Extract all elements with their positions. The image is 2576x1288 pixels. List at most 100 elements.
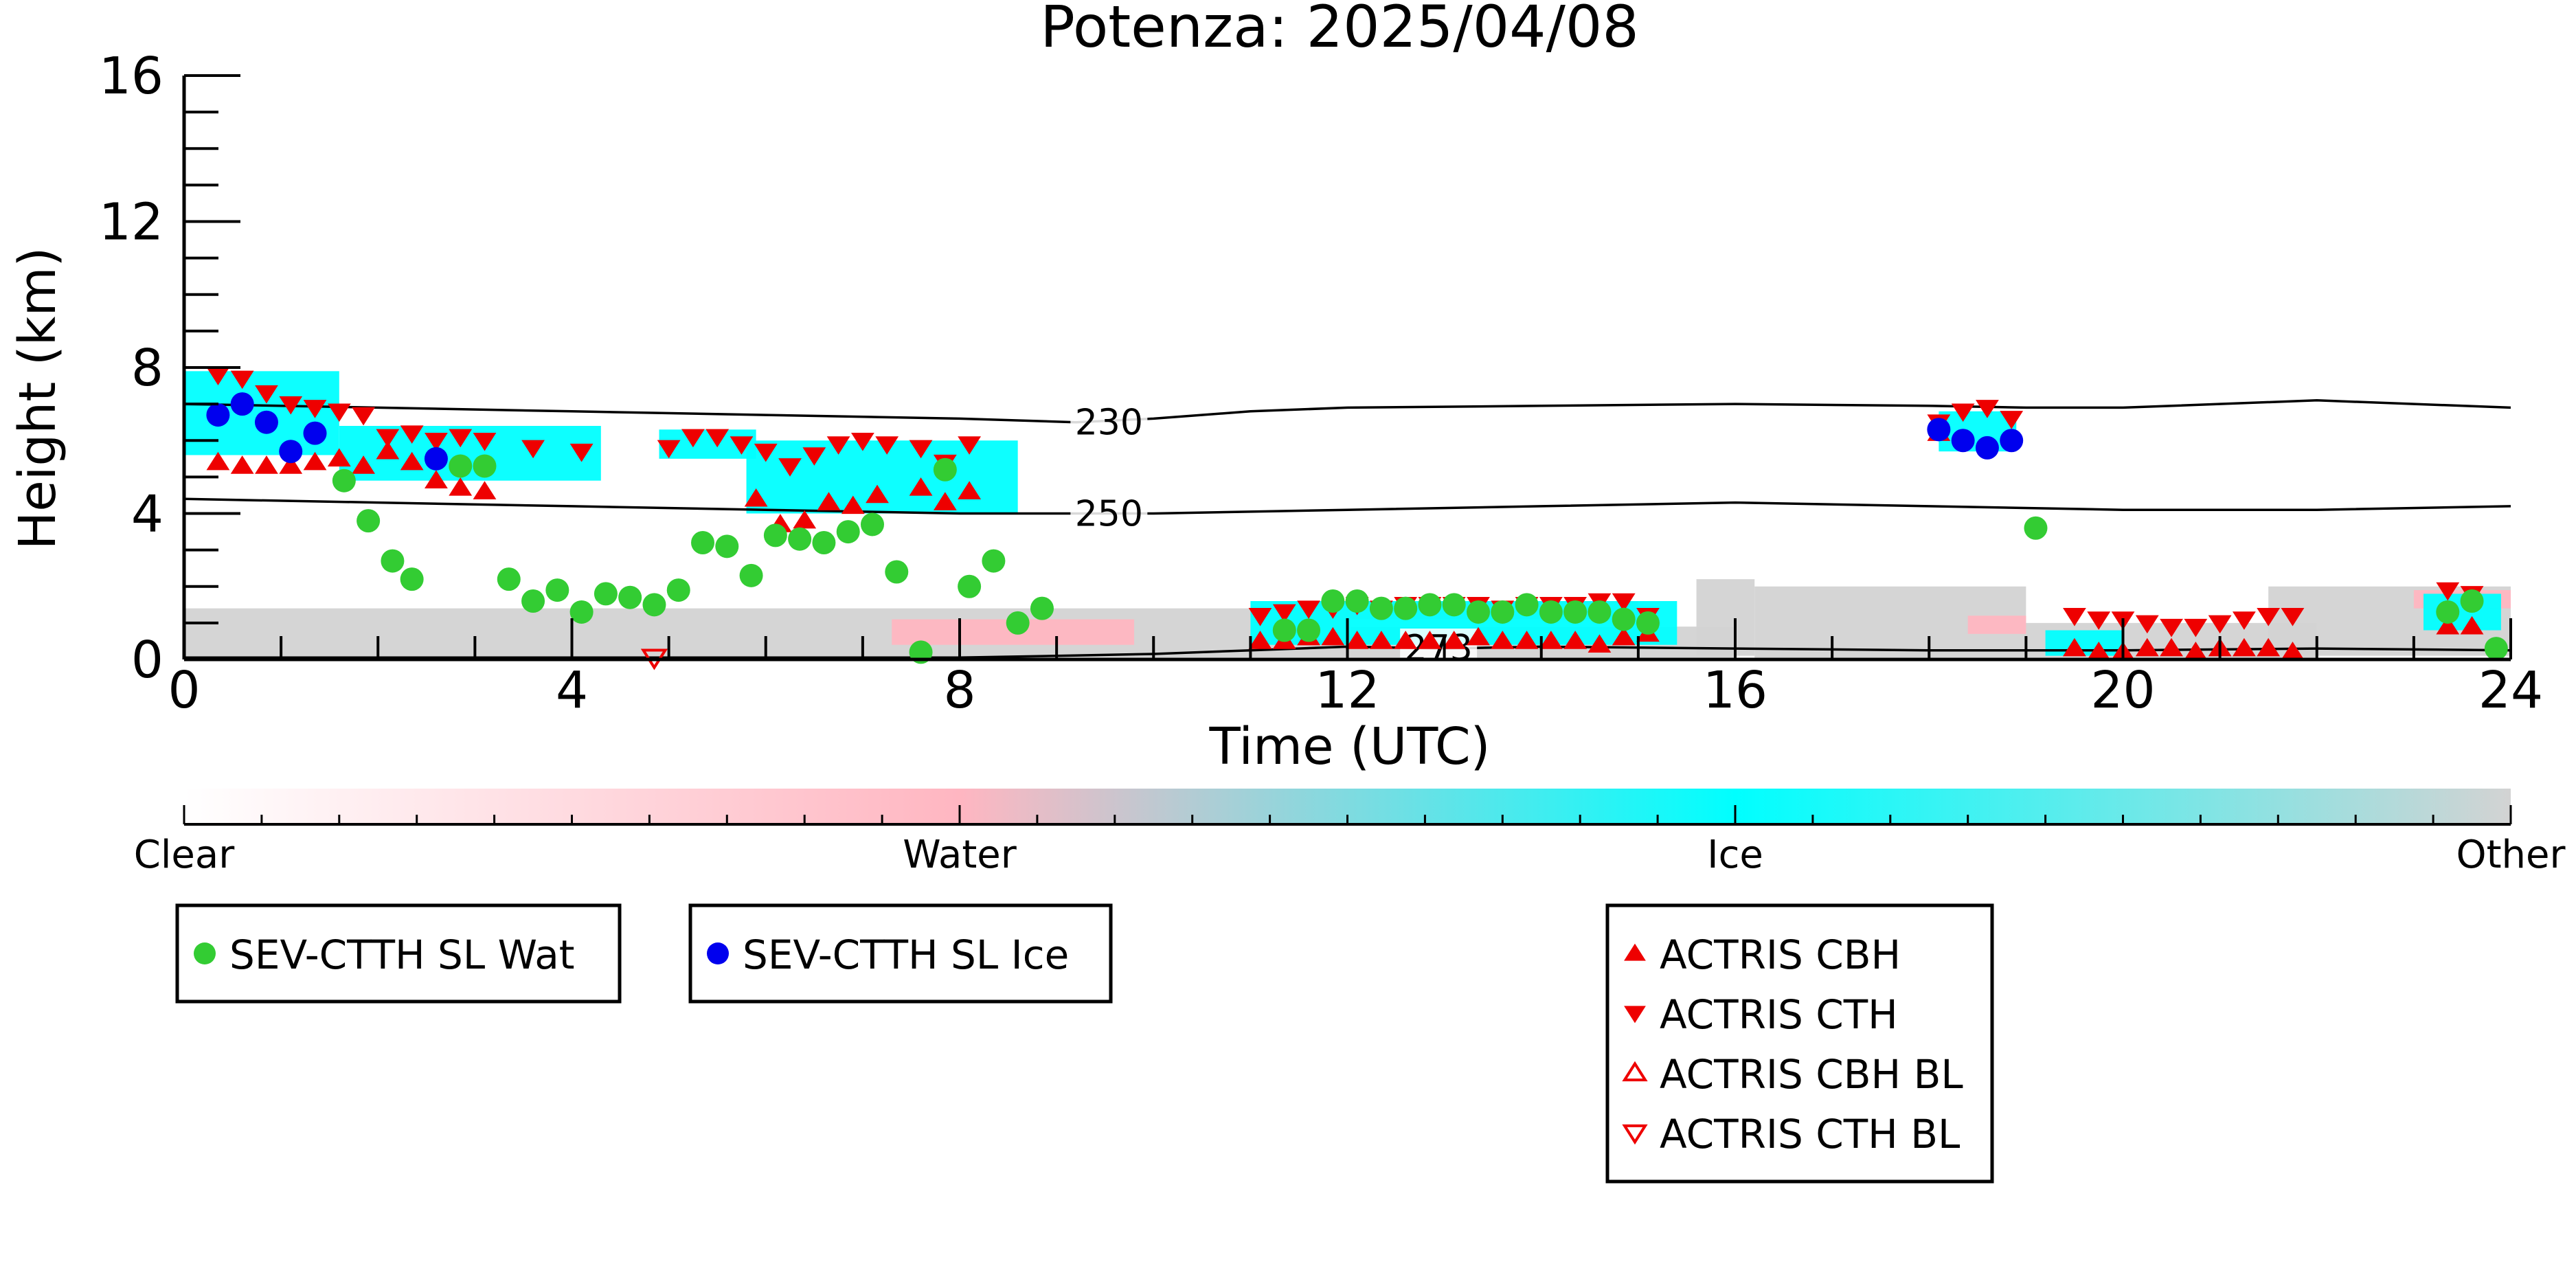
point-actris-cth-21 — [826, 436, 850, 455]
point-actris-cth-19 — [778, 458, 802, 477]
point-sev-ctth-sl-wat-42 — [1588, 600, 1612, 624]
point-actris-cth-2 — [255, 385, 278, 404]
point-actris-cbh-7 — [376, 440, 400, 460]
cloud-mask-water-2 — [1967, 615, 2026, 634]
contour-label-250: 250 — [1075, 494, 1143, 535]
x-tick-label-0: 0 — [168, 661, 200, 720]
point-sev-ctth-sl-wat-35 — [1418, 593, 1442, 617]
point-sev-ctth-sl-wat-45 — [2024, 516, 2048, 540]
point-actris-cbh-29 — [1442, 631, 1466, 649]
y-axis-label: Height (km) — [8, 247, 67, 550]
point-actris-cth-48 — [2063, 607, 2086, 626]
point-actris-cbh-11 — [473, 481, 497, 499]
point-actris-cbh-30 — [1467, 626, 1490, 646]
point-sev-ctth-sl-wat-3 — [400, 567, 424, 591]
point-actris-cth-8 — [400, 425, 424, 444]
point-actris-cbh-9 — [425, 470, 448, 488]
point-actris-cth-23 — [875, 436, 899, 455]
point-sev-ctth-sl-wat-38 — [1491, 600, 1515, 624]
contour-label-bg-250 — [1070, 494, 1148, 533]
point-sev-ctth-sl-wat-30 — [1297, 618, 1321, 642]
contour-line-250 — [183, 497, 2511, 515]
point-actris-cbh-33 — [1539, 631, 1563, 649]
point-actris-cbh-36 — [1612, 626, 1636, 646]
point-sev-ctth-sl-ice-9 — [2000, 429, 2024, 453]
point-sev-ctth-sl-ice-3 — [279, 440, 303, 464]
point-actris-cbh-35 — [1588, 634, 1612, 653]
point-actris-cbh-17 — [866, 484, 889, 504]
point-actris-cth-56 — [2257, 607, 2281, 626]
legend-marker-sev-ctth-sl-ice — [707, 942, 729, 964]
point-actris-cbh-47 — [2257, 637, 2281, 657]
contour-label-230: 230 — [1075, 403, 1143, 444]
point-actris-cth-9 — [425, 432, 448, 451]
point-actris-cbh-32 — [1515, 631, 1539, 649]
colorbar-label-other: Other — [2456, 833, 2566, 877]
y-tick-label-0: 0 — [131, 631, 163, 690]
point-actris-cth-11 — [473, 432, 497, 451]
point-actris-cth-55 — [2232, 611, 2256, 630]
point-sev-ctth-sl-wat-2 — [381, 549, 405, 573]
point-actris-cth-12 — [521, 440, 545, 459]
point-sev-ctth-sl-wat-6 — [497, 567, 521, 591]
x-axis-label: Time (UTC) — [1208, 717, 1490, 776]
point-actris-cth-52 — [2160, 618, 2183, 637]
point-actris-cth-49 — [2087, 611, 2111, 630]
colorbar: Clear Water Ice Other — [134, 789, 2566, 877]
x-tick-label-12: 12 — [1315, 661, 1379, 720]
colorbar-label-water: Water — [903, 833, 1017, 877]
legend-box-0 — [175, 903, 622, 1004]
point-sev-ctth-sl-wat-48 — [2484, 637, 2508, 661]
point-actris-cth-20 — [802, 447, 826, 466]
point-actris-cbh-15 — [817, 492, 841, 510]
point-actris-cth-29 — [1297, 600, 1320, 619]
point-actris-cbh-3 — [279, 455, 303, 474]
x-tick-label-20: 20 — [2090, 661, 2155, 720]
point-actris-cbh-27 — [1394, 631, 1418, 649]
point-actris-cbh-12 — [744, 488, 768, 507]
point-sev-ctth-sl-wat-25 — [958, 574, 982, 598]
contour-label-bg-230 — [1070, 403, 1148, 442]
point-actris-cth-7 — [376, 429, 400, 448]
point-actris-cth-27 — [1248, 607, 1272, 626]
point-sev-ctth-sl-wat-17 — [763, 523, 787, 547]
point-actris-cbh-49 — [2436, 615, 2460, 635]
point-sev-ctth-sl-wat-20 — [836, 520, 860, 544]
point-actris-cbh-43 — [2160, 637, 2183, 657]
point-actris-cbh-2 — [255, 455, 278, 474]
point-sev-ctth-sl-wat-40 — [1539, 600, 1563, 624]
point-actris-cbh-42 — [2135, 637, 2159, 657]
point-sev-ctth-sl-wat-37 — [1467, 600, 1491, 624]
point-actris-cth-10 — [449, 429, 473, 448]
point-actris-cth-26 — [958, 436, 982, 455]
point-sev-ctth-sl-wat-26 — [982, 549, 1006, 573]
point-sev-ctth-sl-ice-5 — [424, 447, 448, 471]
point-sev-ctth-sl-wat-27 — [1006, 611, 1030, 635]
point-sev-ctth-sl-wat-39 — [1515, 593, 1539, 617]
point-actris-cth-18 — [754, 443, 778, 462]
point-actris-cth-57 — [2281, 607, 2305, 626]
point-actris-cbh-10 — [449, 477, 473, 496]
point-sev-ctth-sl-wat-22 — [885, 560, 909, 584]
point-sev-ctth-sl-wat-13 — [666, 578, 690, 602]
point-sev-ctth-sl-ice-2 — [254, 410, 278, 434]
point-actris-cbh-25 — [1345, 631, 1369, 649]
point-actris-cth-16 — [705, 429, 730, 448]
colorbar-label-ice: Ice — [1707, 833, 1763, 877]
point-actris-cbh-39 — [2063, 637, 2086, 657]
x-tick-label-8: 8 — [943, 661, 975, 720]
point-sev-ctth-sl-wat-24 — [933, 457, 957, 482]
point-sev-ctth-sl-ice-6 — [1927, 418, 1951, 442]
point-actris-cbh-50 — [2460, 615, 2484, 635]
legend-marker-actris-cbh — [1624, 943, 1646, 961]
point-actris-cbh-34 — [1563, 631, 1588, 649]
point-sev-ctth-sl-wat-34 — [1394, 596, 1418, 620]
chart-title: Potenza: 2025/04/08 — [1040, 0, 1639, 60]
legend-label-sev-ctth-sl-wat: SEV-CTTH SL Wat — [229, 931, 575, 978]
point-sev-ctth-sl-ice-0 — [206, 403, 230, 427]
x-tick-label-24: 24 — [2478, 661, 2543, 720]
point-sev-ctth-sl-wat-46 — [2436, 600, 2460, 624]
point-actris-cbh-31 — [1491, 631, 1515, 649]
point-actris-cbh-6 — [352, 455, 375, 474]
